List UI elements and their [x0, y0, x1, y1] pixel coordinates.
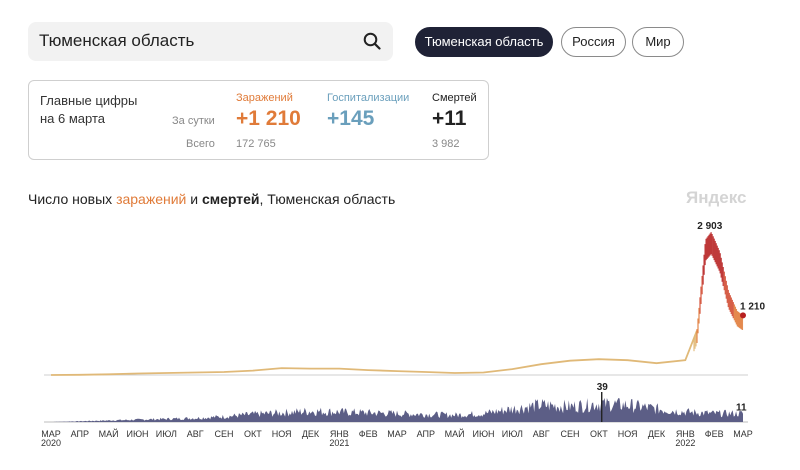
- x-tick-label: ИЮН: [472, 429, 494, 439]
- deaths-total: 3 982: [432, 138, 460, 150]
- chart-title-infections: заражений: [116, 191, 187, 207]
- x-year-label: 2022: [675, 438, 695, 448]
- x-year-label: 2021: [329, 438, 349, 448]
- x-tick-label: СЕН: [560, 429, 579, 439]
- x-tick-label: ИЮЛ: [156, 429, 177, 439]
- deaths-area: [51, 398, 743, 422]
- x-tick-label: ФЕВ: [359, 429, 378, 439]
- x-tick-label: НОЯ: [272, 429, 292, 439]
- x-tick-label: МАЙ: [99, 428, 119, 439]
- x-tick-label: ИЮН: [126, 429, 148, 439]
- x-tick-label: ОКТ: [590, 429, 608, 439]
- x-tick-label: МАР: [733, 429, 753, 439]
- row-label-daily: За сутки: [172, 115, 215, 127]
- infections-total: 172 765: [236, 138, 276, 150]
- x-tick-label: АВГ: [187, 429, 204, 439]
- chart-title-deaths: смертей: [201, 191, 260, 207]
- summary-title-line2: на 6 марта: [40, 111, 106, 126]
- x-tick-label: МАЙ: [445, 428, 465, 439]
- infections-chart-area: 2 903 1 210: [44, 221, 765, 376]
- search-input[interactable]: Тюменская область: [39, 31, 195, 50]
- yandex-watermark: Яндекс: [686, 188, 747, 207]
- chart-title: Число новых заражений и смертей, Тюменск…: [28, 191, 395, 207]
- infections-last-label: 1 210: [740, 301, 765, 312]
- x-tick-label: ЯНВ: [676, 429, 695, 439]
- infections-peak-label: 2 903: [697, 221, 722, 232]
- row-label-total: Всего: [186, 138, 215, 150]
- x-tick-label: НОЯ: [618, 429, 638, 439]
- infections-label: Заражений: [236, 92, 293, 104]
- summary-title-line1: Главные цифры: [40, 93, 138, 108]
- deaths-chart-area: 39 11: [44, 382, 748, 423]
- infections-line: [50, 330, 698, 376]
- deaths-daily: +11: [432, 107, 467, 130]
- x-tick-label: АВГ: [533, 429, 550, 439]
- hospitalizations-daily: +145: [327, 107, 375, 130]
- search-icon[interactable]: [363, 32, 381, 50]
- hospitalizations-label: Госпитализации: [327, 92, 410, 104]
- x-tick-label: АПР: [71, 429, 89, 439]
- chart-title-and: и: [186, 191, 202, 207]
- infections-last-dot: [740, 312, 746, 319]
- region-tab-russia[interactable]: Россия: [561, 27, 626, 57]
- x-tick-label: ФЕВ: [705, 429, 724, 439]
- x-year-label: 2020: [41, 438, 61, 448]
- covid-chart: 2 903 1 210 39 11 МАР АПР МАЙ ИЮН ИЮЛ АВГ СЕН ОКТ…: [41, 221, 765, 448]
- x-tick-label: СЕН: [214, 429, 233, 439]
- deaths-last-label: 11: [736, 403, 747, 414]
- x-tick-label: АПР: [417, 429, 435, 439]
- region-tab-tyumen[interactable]: Тюменская область: [415, 27, 553, 57]
- search-field[interactable]: Тюменская область: [28, 22, 393, 61]
- x-tick-label: МАР: [41, 429, 61, 439]
- x-tick-label: ДЕК: [648, 429, 666, 439]
- summary-card: Главные цифры на 6 марта За сутки Всего …: [28, 80, 489, 160]
- x-axis: МАР АПР МАЙ ИЮН ИЮЛ АВГ СЕН ОКТ НОЯ ДЕК ЯНВ ФЕВ МАР А…: [41, 428, 753, 448]
- x-tick-label: ДЕК: [302, 429, 320, 439]
- chart-title-prefix: Число новых: [28, 191, 117, 207]
- x-tick-label: ЯНВ: [330, 429, 349, 439]
- x-tick-label: МАР: [387, 429, 407, 439]
- deaths-label: Смертей: [432, 92, 477, 104]
- infections-daily: +1 210: [236, 107, 301, 130]
- x-tick-label: ОКТ: [244, 429, 262, 439]
- chart-title-suffix: , Тюменская область: [259, 191, 396, 207]
- x-tick-label: ИЮЛ: [502, 429, 523, 439]
- region-tab-world[interactable]: Мир: [632, 27, 684, 57]
- deaths-peak-label: 39: [597, 382, 609, 393]
